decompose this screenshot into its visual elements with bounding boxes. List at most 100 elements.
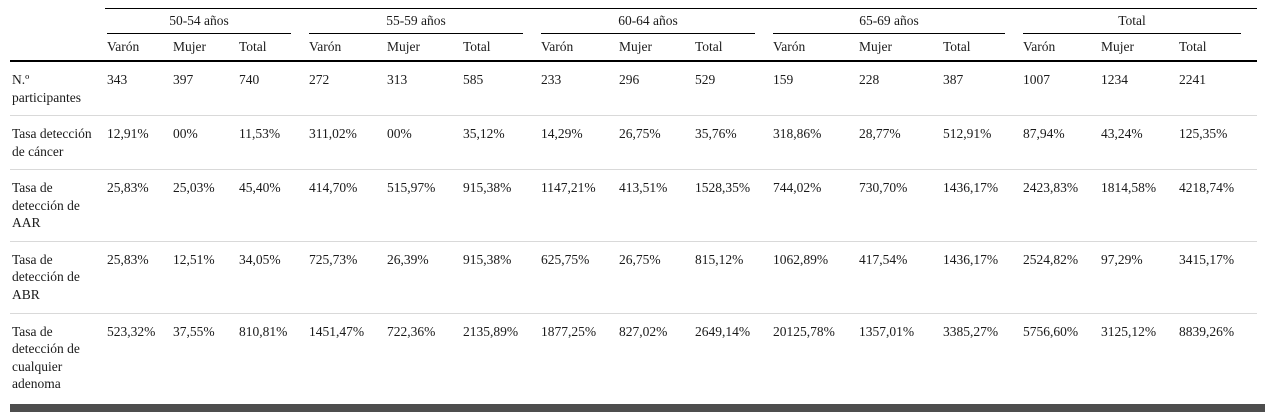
table-cell: 2135,89% — [463, 323, 519, 339]
table-cell: 125,35% — [1177, 115, 1257, 171]
column-group-header: 65-69 años — [771, 7, 1021, 34]
table-cell: 1877,25% — [541, 323, 597, 339]
table-cell: 25,83% — [105, 169, 171, 242]
table-cell: 2524,82% — [1021, 241, 1099, 314]
table-cell: 3385,27% — [943, 323, 999, 339]
table-cell: 313 — [385, 61, 461, 117]
table-cell: 272 — [307, 61, 385, 117]
subheader-cell: Total — [941, 33, 1021, 63]
table-cell: 34,05% — [237, 241, 307, 314]
table-cell: 827,02% — [619, 323, 668, 339]
table-cell: 1007 — [1021, 61, 1099, 117]
table-cell: 585 — [461, 61, 539, 117]
table-cell: 87,94% — [1021, 115, 1099, 171]
subheader-cell: Total — [1177, 33, 1257, 63]
column-group-label: Total — [1023, 11, 1241, 34]
table-cell: 26,75% — [617, 241, 693, 314]
column-group-label: 65-69 años — [773, 11, 1005, 34]
table-cell: 815,12% — [693, 241, 771, 314]
table-cell: 00% — [385, 115, 461, 171]
table-row: Tasa de detección de AAR 25,83% 25,03% 45,4… — [10, 169, 1257, 242]
subheader-cell: Total — [693, 33, 771, 63]
table-body: N.º participantes 343 397 740 272 313 585 233 29… — [10, 61, 1257, 402]
subheader-cell: Total — [461, 33, 539, 63]
table-cell: 5756,60% — [1023, 323, 1079, 339]
results-table: 50-54 años 55-59 años 60-64 años 65-69 años… — [10, 7, 1257, 402]
table-cell: 915,38% — [461, 241, 539, 314]
table-row: Tasa de detección de cualquier adenoma 52… — [10, 313, 1257, 402]
table-cell: 810,81% — [239, 323, 288, 339]
subheader-cell: Varón — [1021, 33, 1099, 63]
column-group-header: 50-54 años — [105, 7, 307, 34]
table-cell: 12,51% — [171, 241, 237, 314]
table-bottom-rule — [10, 403, 1265, 412]
row-label: Tasa de detección de AAR — [10, 169, 105, 242]
table-cell: 28,77% — [857, 115, 941, 171]
table-cell: 97,29% — [1099, 241, 1177, 314]
column-group-label: 60-64 años — [541, 11, 755, 34]
table-cell: 2423,83% — [1021, 169, 1099, 242]
table-cell: 515,97% — [385, 169, 461, 242]
table-row: N.º participantes 343 397 740 272 313 585 233 29… — [10, 61, 1257, 117]
table-row: Tasa detección de cáncer 12,91% 00% 11,53% 3… — [10, 115, 1257, 171]
column-group-header: Total — [1021, 7, 1257, 34]
table-cell: 311,02% — [307, 115, 385, 171]
table-cell: 414,70% — [307, 169, 385, 242]
table-cell: 523,32% — [107, 323, 156, 339]
subheader-cell: Mujer — [1099, 33, 1177, 63]
subheader-row: Varón Mujer Total Varón Mujer Total Varón Mujer… — [10, 33, 1257, 63]
table-cell: 25,03% — [171, 169, 237, 242]
subheader-cell: Varón — [771, 33, 857, 63]
table-cell: 318,86% — [771, 115, 857, 171]
row-label: Tasa de detección de ABR — [10, 241, 105, 314]
table-cell: 2241 — [1177, 61, 1257, 117]
column-group-label: 55-59 años — [309, 11, 523, 34]
row-label: Tasa de detección de cualquier adenoma — [12, 323, 80, 392]
table-cell: 37,55% — [173, 323, 215, 339]
table-cell: 3125,12% — [1101, 323, 1157, 339]
table-head: 50-54 años 55-59 años 60-64 años 65-69 años… — [10, 7, 1257, 63]
subheader-cell: Varón — [105, 33, 171, 63]
table-cell: 725,73% — [307, 241, 385, 314]
table-cell: 915,38% — [461, 169, 539, 242]
table-cell: 529 — [693, 61, 771, 117]
subheader-cell: Total — [237, 33, 307, 63]
table-cell: 722,36% — [387, 323, 436, 339]
table-row: Tasa de detección de ABR 25,83% 12,51% 34,0… — [10, 241, 1257, 314]
table-cell: 14,29% — [539, 115, 617, 171]
stub-header — [10, 9, 105, 34]
table-cell: 45,40% — [237, 169, 307, 242]
table-cell: 740 — [237, 61, 307, 117]
table-cell: 343 — [105, 61, 171, 117]
table-cell: 1451,47% — [309, 323, 365, 339]
table-cell: 1147,21% — [539, 169, 617, 242]
table-cell: 26,39% — [385, 241, 461, 314]
column-group-label: 50-54 años — [107, 11, 291, 34]
table-cell: 4218,74% — [1177, 169, 1257, 242]
table-cell: 1436,17% — [941, 241, 1021, 314]
table-cell: 397 — [171, 61, 237, 117]
stub-subheader — [10, 33, 105, 63]
table-cell: 1357,01% — [859, 323, 915, 339]
subheader-cell: Mujer — [385, 33, 461, 63]
table-cell: 00% — [171, 115, 237, 171]
table-cell: 417,54% — [857, 241, 941, 314]
table-cell: 228 — [857, 61, 941, 117]
table-cell: 1234 — [1099, 61, 1177, 117]
table-cell: 387 — [941, 61, 1021, 117]
table-cell: 26,75% — [617, 115, 693, 171]
table-cell: 1814,58% — [1099, 169, 1177, 242]
table-cell: 25,83% — [105, 241, 171, 314]
table-cell: 1062,89% — [771, 241, 857, 314]
table-cell: 233 — [539, 61, 617, 117]
table-cell: 1436,17% — [941, 169, 1021, 242]
table-cell: 11,53% — [237, 115, 307, 171]
table-cell: 296 — [617, 61, 693, 117]
table-cell: 1528,35% — [693, 169, 771, 242]
table-cell: 744,02% — [771, 169, 857, 242]
table-cell: 20125,78% — [773, 323, 835, 339]
table-cell: 730,70% — [857, 169, 941, 242]
table-cell: 8839,26% — [1179, 323, 1235, 339]
row-label: N.º participantes — [10, 61, 105, 117]
